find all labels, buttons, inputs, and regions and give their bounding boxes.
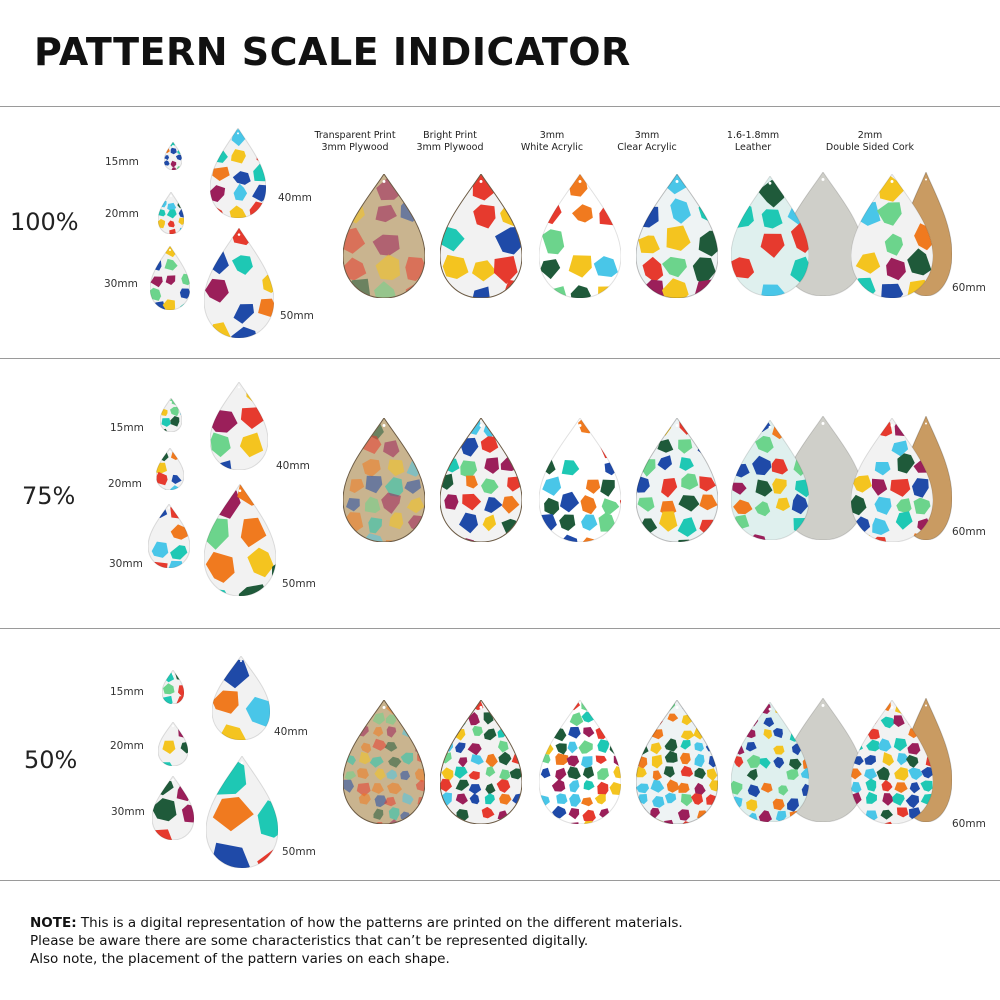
material-label-line1: 1.6-1.8mm [726,130,780,141]
size-sample-40mm [212,656,270,740]
divider-top [0,106,1000,107]
size-sample-50mm [206,756,278,868]
material-label-line1: Bright Print [423,130,477,141]
note-text: NOTE: This is a digital representation o… [30,914,683,968]
divider-bottom [0,880,1000,881]
size-sample-50mm [204,228,274,338]
page-title: PATTERN SCALE INDICATOR [34,30,631,74]
material-label: 3mm White Acrylic [497,130,607,154]
size-label: 15mm [110,686,144,698]
note-line-2: Please be aware there are some character… [30,933,589,949]
note-label: NOTE: [30,915,77,931]
size-label: 30mm [111,806,145,818]
material-label-line2: Clear Acrylic [617,142,677,153]
size-label: 15mm [110,422,144,434]
material-label-line2: 3mm Plywood [321,142,389,153]
size-label-60mm: 60mm [952,282,986,294]
size-label: 40mm [276,460,310,472]
material-sample-transparent-plywood [343,418,425,542]
size-label: 20mm [105,208,139,220]
size-label: 20mm [108,478,142,490]
material-label: Transparent Print 3mm Plywood [300,130,410,154]
material-sample-cork [851,174,933,298]
note-line-3: Also note, the placement of the pattern … [30,951,450,967]
size-label: 50mm [282,578,316,590]
size-sample-40mm [210,128,266,218]
scale-percentage: 100% [10,208,79,236]
material-sample-leather [731,702,809,822]
material-label-line1: 3mm [634,130,660,141]
material-label-line1: 2mm [857,130,883,141]
note-line-1: This is a digital representation of how … [76,915,683,931]
material-sample-clear-acrylic [636,700,718,824]
material-sample-leather [731,420,809,540]
scale-percentage: 50% [24,746,78,774]
scale-percentage: 75% [22,482,76,510]
material-label-line1: Transparent Print [314,130,396,141]
material-label: 1.6-1.8mm Leather [698,130,808,154]
size-sample-15mm [160,398,182,432]
size-label: 15mm [105,156,139,168]
material-sample-white-acrylic [539,174,621,298]
material-label-line2: Double Sided Cork [825,142,915,153]
size-label: 40mm [274,726,308,738]
material-sample-cork [851,418,933,542]
size-sample-15mm [164,142,182,170]
size-sample-30mm [152,776,194,840]
material-label-line1: 3mm [539,130,565,141]
material-sample-clear-acrylic [636,418,718,542]
size-label-60mm: 60mm [952,818,986,830]
material-sample-white-acrylic [539,700,621,824]
size-label: 40mm [278,192,312,204]
size-sample-20mm [156,448,184,490]
size-sample-40mm [210,382,268,470]
size-label: 50mm [280,310,314,322]
size-sample-30mm [150,246,190,310]
divider-row1 [0,358,1000,359]
size-label: 50mm [282,846,316,858]
material-sample-cork [851,700,933,824]
material-sample-leather [731,176,809,296]
material-label: Bright Print 3mm Plywood [395,130,505,154]
material-sample-bright-plywood [440,700,522,824]
material-sample-clear-acrylic [636,174,718,298]
material-label-line2: Leather [734,142,772,153]
size-label: 30mm [109,558,143,570]
divider-row2 [0,628,1000,629]
size-label-60mm: 60mm [952,526,986,538]
size-label: 30mm [104,278,138,290]
size-sample-20mm [158,722,188,766]
size-sample-20mm [158,192,184,234]
material-label-line2: White Acrylic [520,142,584,153]
material-sample-bright-plywood [440,418,522,542]
material-label: 2mm Double Sided Cork [815,130,925,154]
size-sample-30mm [148,504,190,568]
size-label: 20mm [110,740,144,752]
material-sample-bright-plywood [440,174,522,298]
size-sample-50mm [204,484,276,596]
material-sample-transparent-plywood [343,174,425,298]
material-sample-transparent-plywood [343,700,425,824]
size-sample-15mm [162,670,184,704]
material-label-line2: 3mm Plywood [416,142,484,153]
material-sample-white-acrylic [539,418,621,542]
material-label: 3mm Clear Acrylic [592,130,702,154]
